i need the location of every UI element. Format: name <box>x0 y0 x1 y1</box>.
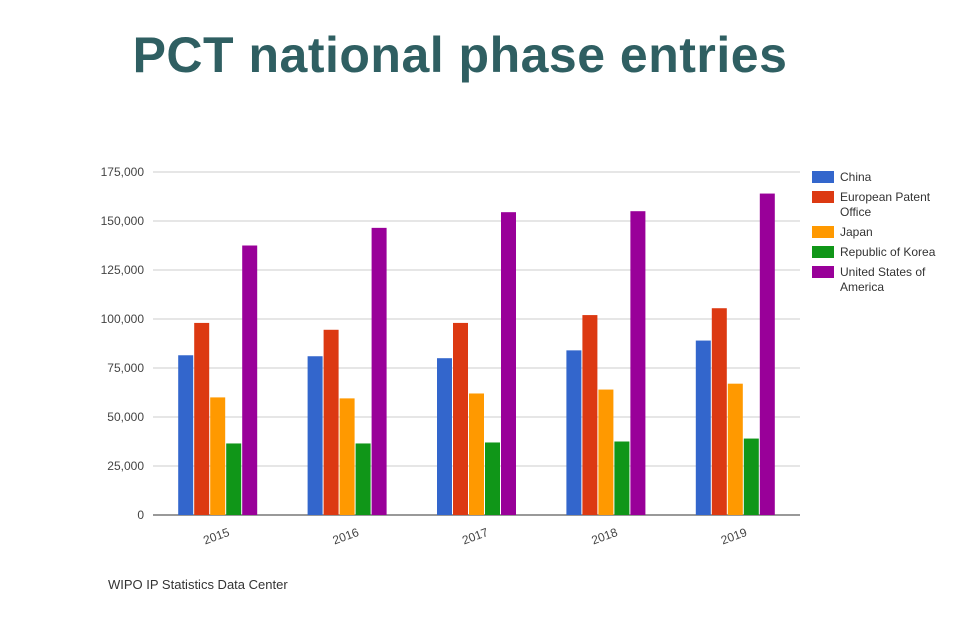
bar <box>743 438 759 515</box>
x-tick-label: 2019 <box>719 525 749 547</box>
legend-swatch <box>812 266 834 278</box>
legend-item: Japan <box>812 225 962 240</box>
y-tick-label: 75,000 <box>107 361 144 375</box>
bar <box>630 211 646 515</box>
legend-swatch <box>812 191 834 203</box>
bar <box>178 355 194 515</box>
bar <box>355 443 371 515</box>
bar <box>759 193 775 515</box>
legend-label: European Patent Office <box>840 190 931 219</box>
chart-legend: China European Patent Office Japan Republic… <box>812 170 962 300</box>
legend-swatch <box>812 171 834 183</box>
legend-item: United States of America <box>812 265 962 295</box>
x-tick-label: 2015 <box>201 525 231 547</box>
legend-swatch <box>812 246 834 258</box>
y-tick-label: 175,000 <box>101 165 145 179</box>
bar <box>485 442 500 515</box>
legend-label: Japan <box>840 225 873 239</box>
y-tick-label: 50,000 <box>107 410 144 424</box>
bar <box>323 329 339 515</box>
bar <box>437 358 452 515</box>
bar <box>469 393 484 515</box>
bar <box>339 398 355 515</box>
legend-item: Republic of Korea <box>812 245 962 260</box>
bar <box>194 322 210 515</box>
bar <box>453 322 468 515</box>
bar <box>727 383 743 515</box>
y-tick-label: 25,000 <box>107 459 144 473</box>
x-tick-label: 2016 <box>331 525 361 547</box>
bar <box>226 443 242 515</box>
legend-item: China <box>812 170 962 185</box>
bar <box>242 245 258 515</box>
bar <box>582 315 598 515</box>
bar <box>695 340 711 515</box>
x-tick-label: 2017 <box>460 525 490 547</box>
bar <box>307 356 323 515</box>
chart-title: PCT national phase entries <box>132 27 788 83</box>
y-tick-label: 150,000 <box>101 214 145 228</box>
bar <box>210 397 226 515</box>
bar <box>598 389 614 515</box>
y-tick-label: 0 <box>137 508 144 522</box>
bar <box>566 350 582 515</box>
bar <box>371 227 387 516</box>
legend-item: European Patent Office <box>812 190 962 220</box>
legend-swatch <box>812 226 834 238</box>
legend-label: China <box>840 170 872 184</box>
bar <box>711 308 727 515</box>
bar <box>614 441 630 515</box>
y-tick-label: 125,000 <box>101 263 145 277</box>
y-tick-label: 100,000 <box>101 312 145 326</box>
source-note: WIPO IP Statistics Data Center <box>108 577 288 592</box>
legend-label: United States of America <box>840 265 926 294</box>
legend-label: Republic of Korea <box>840 245 936 259</box>
x-tick-label: 2018 <box>590 525 620 547</box>
bar <box>501 212 516 515</box>
